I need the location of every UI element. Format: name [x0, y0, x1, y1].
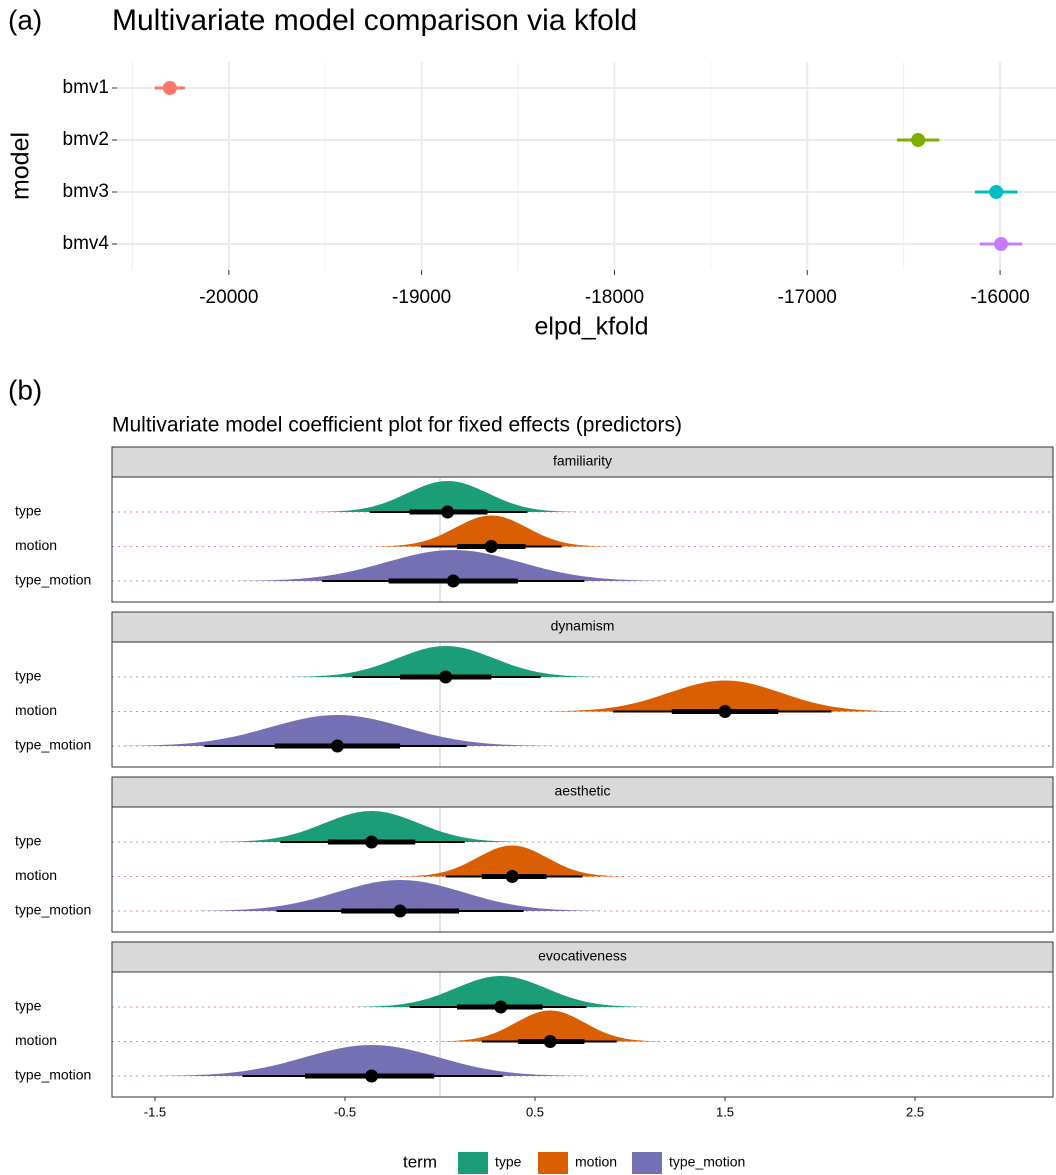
x-tick-label: -1.5: [144, 1104, 166, 1119]
y-tick-label: type: [15, 833, 42, 849]
point: [505, 870, 519, 883]
point: [911, 133, 926, 147]
panel-border: [111, 971, 1054, 1098]
legend-swatch: [538, 1152, 568, 1174]
density: [221, 811, 522, 842]
y-tick-label: type_motion: [15, 737, 91, 753]
chart-title: Multivariate model comparison via kfold: [112, 4, 637, 37]
panel: [112, 807, 1053, 932]
x-tick-label: 2.5: [906, 1104, 924, 1119]
point: [365, 1069, 379, 1083]
point: [162, 81, 177, 95]
x-tick-label: 1.5: [716, 1104, 734, 1119]
panel: [112, 477, 1053, 602]
x-tick-label: -18000: [585, 287, 644, 308]
point: [441, 505, 455, 519]
facet-title: aesthetic: [554, 783, 610, 799]
y-tick-label: type_motion: [15, 572, 91, 588]
point: [330, 739, 344, 753]
facet-strip: [111, 446, 1054, 478]
panel-border: [111, 806, 1054, 933]
point: [989, 185, 1004, 199]
density: [198, 880, 602, 911]
density: [292, 646, 600, 677]
x-tick-label: -16000: [970, 287, 1029, 308]
point: [994, 237, 1009, 251]
x-tick-label: -19000: [392, 287, 451, 308]
legend-label: motion: [575, 1154, 617, 1170]
density: [239, 550, 668, 581]
x-tick-label: -0.5: [334, 1104, 356, 1119]
point: [543, 1035, 557, 1048]
x-tick-label: -17000: [778, 287, 837, 308]
point: [439, 670, 453, 684]
y-tick-label: motion: [15, 1032, 57, 1048]
point: [365, 835, 379, 849]
point: [393, 904, 407, 918]
facet-strip: [111, 611, 1054, 643]
density: [318, 481, 577, 512]
panel-border: [111, 641, 1054, 768]
y-tick-label: bmv3: [63, 181, 109, 202]
y-tick-label: type: [15, 668, 42, 684]
point: [494, 1000, 508, 1014]
y-axis-label: model: [7, 132, 35, 200]
density: [159, 1045, 585, 1076]
panel: [117, 62, 1056, 270]
y-tick-label: type_motion: [15, 902, 91, 918]
facet-strip: [111, 941, 1054, 973]
y-tick-label: motion: [15, 867, 57, 883]
y-tick-label: bmv2: [63, 129, 109, 150]
y-tick-label: type: [15, 503, 42, 519]
facet-title: dynamism: [551, 618, 615, 634]
density: [356, 976, 646, 1007]
legend-swatch: [632, 1152, 662, 1174]
point: [446, 574, 460, 588]
y-tick-label: bmv1: [63, 77, 109, 98]
y-tick-label: motion: [15, 537, 57, 553]
panel: [112, 642, 1053, 767]
legend-label: type: [495, 1154, 522, 1170]
legend-title: term: [403, 1152, 437, 1171]
facet-title: evocativeness: [538, 948, 627, 964]
x-tick-label: 0.5: [526, 1104, 544, 1119]
density: [376, 515, 607, 547]
density: [546, 680, 904, 712]
point: [484, 540, 498, 553]
density: [123, 715, 552, 746]
x-tick-label: -20000: [199, 287, 258, 308]
point: [718, 705, 732, 718]
panel-border: [111, 476, 1054, 603]
panel-tag: (b): [8, 374, 42, 405]
x-axis-label: elpd_kfold: [535, 313, 649, 341]
legend-label: type_motion: [669, 1154, 745, 1170]
y-tick-label: type_motion: [15, 1067, 91, 1083]
facet-strip: [111, 776, 1054, 808]
density: [400, 845, 624, 877]
density: [440, 1010, 661, 1042]
panel-tag: (a): [8, 4, 42, 35]
y-tick-label: bmv4: [63, 233, 110, 254]
y-tick-label: type: [15, 998, 42, 1014]
facet-title: familiarity: [553, 453, 612, 469]
legend-swatch: [458, 1152, 488, 1174]
chart-title: Multivariate model coefficient plot for …: [112, 414, 682, 437]
y-tick-label: motion: [15, 702, 57, 718]
